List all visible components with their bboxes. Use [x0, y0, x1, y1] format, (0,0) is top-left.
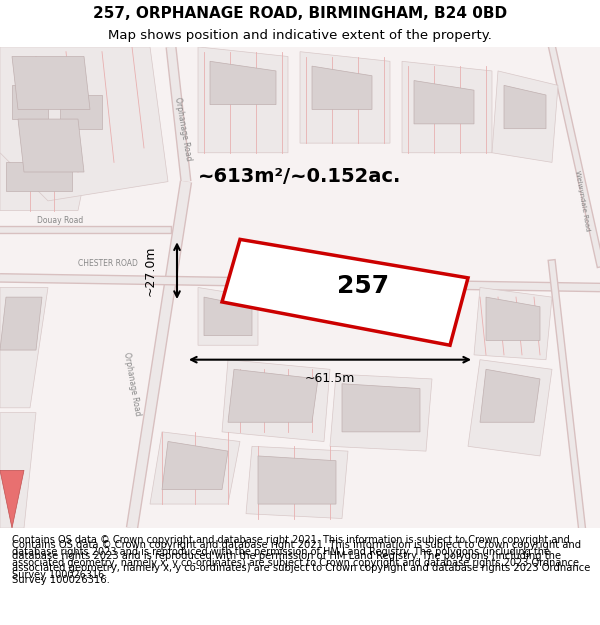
Polygon shape — [480, 369, 540, 423]
Polygon shape — [402, 61, 492, 152]
Text: Orphanage Road: Orphanage Road — [173, 96, 193, 161]
Polygon shape — [0, 412, 36, 528]
Polygon shape — [18, 119, 84, 172]
Polygon shape — [468, 359, 552, 456]
Text: Welwyndale Road: Welwyndale Road — [574, 170, 590, 232]
Polygon shape — [300, 52, 390, 143]
Polygon shape — [198, 47, 288, 152]
Text: Contains OS data © Crown copyright and database right 2021. This information is : Contains OS data © Crown copyright and d… — [12, 540, 590, 584]
Polygon shape — [12, 56, 90, 109]
Polygon shape — [246, 446, 348, 519]
Polygon shape — [330, 374, 432, 451]
Polygon shape — [198, 288, 258, 345]
Polygon shape — [162, 441, 228, 489]
Polygon shape — [492, 71, 558, 162]
Text: Orphanage Road: Orphanage Road — [122, 351, 142, 416]
Polygon shape — [0, 152, 90, 211]
Polygon shape — [0, 297, 42, 350]
Text: CHESTER ROAD: CHESTER ROAD — [78, 259, 138, 268]
Polygon shape — [486, 297, 540, 341]
Polygon shape — [0, 47, 72, 152]
Polygon shape — [258, 456, 336, 504]
Polygon shape — [6, 162, 72, 191]
Polygon shape — [222, 239, 468, 345]
Text: ~27.0m: ~27.0m — [143, 246, 157, 296]
Polygon shape — [0, 471, 24, 528]
Polygon shape — [0, 288, 48, 408]
Polygon shape — [228, 369, 318, 423]
Polygon shape — [222, 359, 330, 441]
Polygon shape — [60, 95, 102, 129]
Polygon shape — [342, 384, 420, 432]
Text: Douay Road: Douay Road — [37, 216, 83, 224]
Text: Contains OS data © Crown copyright and database right 2021. This information is : Contains OS data © Crown copyright and d… — [12, 535, 579, 580]
Text: ~613m²/~0.152ac.: ~613m²/~0.152ac. — [199, 168, 401, 186]
Polygon shape — [210, 61, 276, 104]
Text: 257: 257 — [337, 274, 389, 298]
Text: 257, ORPHANAGE ROAD, BIRMINGHAM, B24 0BD: 257, ORPHANAGE ROAD, BIRMINGHAM, B24 0BD — [93, 6, 507, 21]
Polygon shape — [150, 432, 240, 504]
Polygon shape — [474, 288, 552, 359]
Polygon shape — [414, 81, 474, 124]
Polygon shape — [504, 86, 546, 129]
Text: ~61.5m: ~61.5m — [305, 372, 355, 386]
Text: Map shows position and indicative extent of the property.: Map shows position and indicative extent… — [108, 29, 492, 42]
Polygon shape — [0, 47, 168, 201]
Polygon shape — [204, 297, 252, 336]
Polygon shape — [12, 86, 48, 119]
Polygon shape — [312, 66, 372, 109]
Polygon shape — [60, 47, 144, 152]
